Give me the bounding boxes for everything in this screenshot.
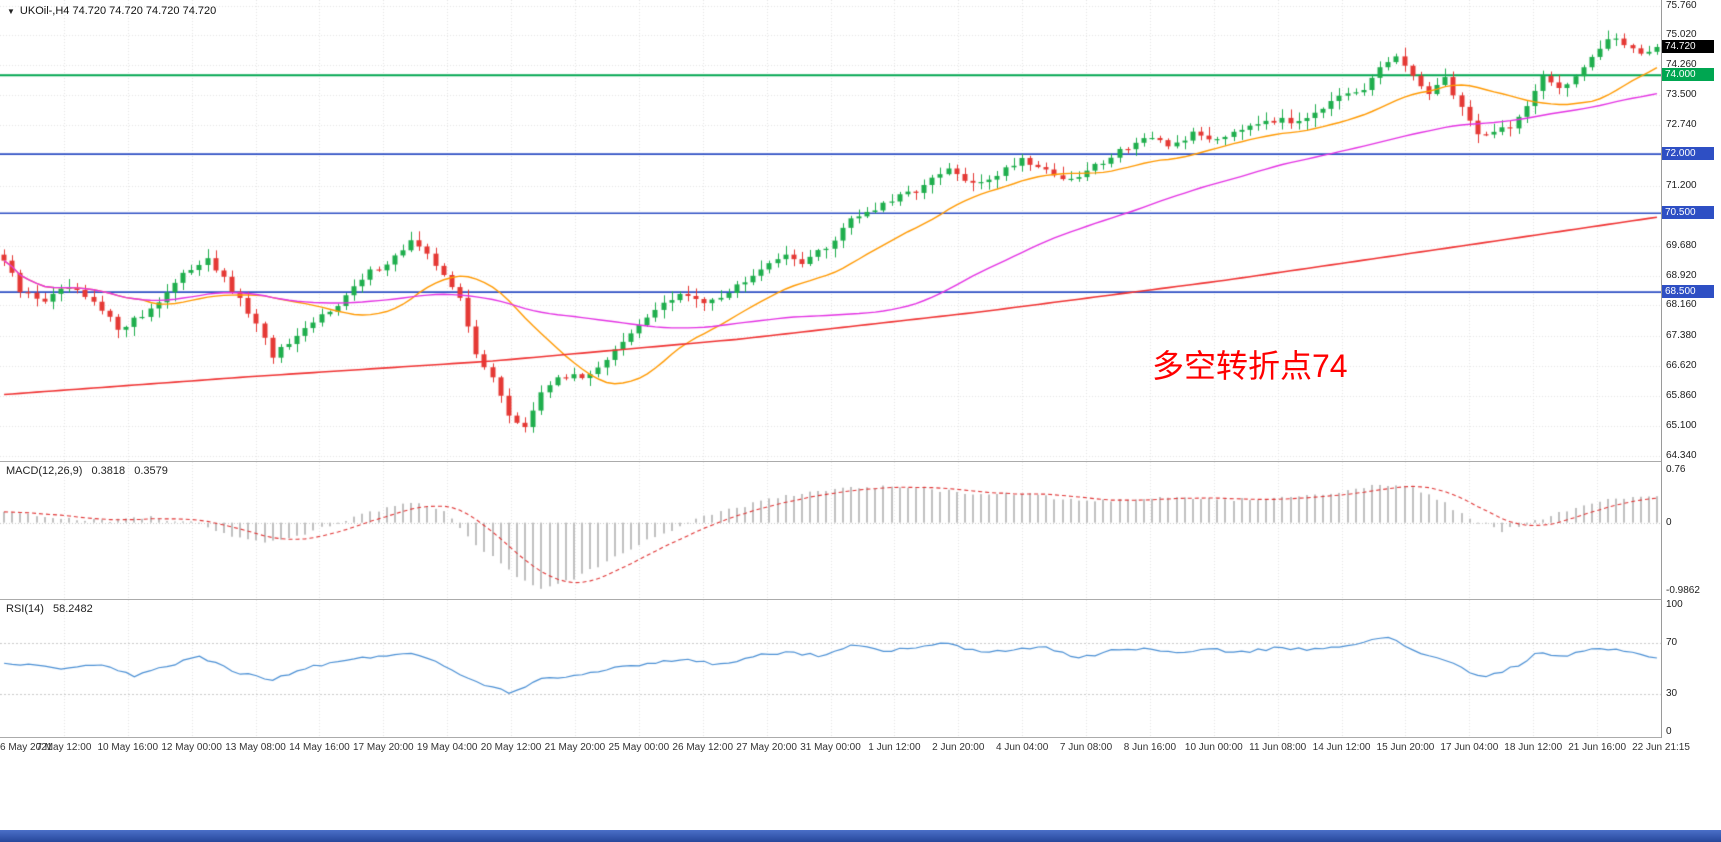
time-axis[interactable]: 6 May 2021 7 May 12:00 10 May 16:00 12 May …	[0, 738, 1721, 760]
price-tick-label: 64.340	[1666, 450, 1697, 461]
symbol-ohlc-label: UKOil-,H4 74.720 74.720 74.720 74.720	[19, 5, 217, 17]
price-level-badge: 74.720	[1662, 40, 1714, 53]
time-axis-label: 21 May 20:00	[544, 742, 606, 753]
time-axis-label: 6 May 2021	[0, 742, 53, 753]
time-axis-label: 27 May 20:00	[736, 742, 797, 753]
macd-title: MACD(12,26,9)	[6, 465, 83, 477]
panel-separator	[0, 461, 1721, 462]
rsi-title: RSI(14)	[6, 603, 44, 615]
time-axis-label: 11 Jun 08:00	[1249, 742, 1307, 753]
time-axis-label: 13 May 08:00	[225, 742, 286, 753]
macd-signal-value: 0.3579	[134, 465, 168, 477]
price-tick-label: 75.760	[1666, 0, 1697, 11]
rsi-value: 58.2482	[52, 603, 93, 615]
time-axis-label: 25 May 00:00	[608, 742, 670, 753]
price-tick-label: 69.680	[1666, 240, 1697, 251]
rsi-axis-label: 70	[1666, 637, 1678, 648]
time-axis-label: 20 May 12:00	[480, 742, 542, 753]
time-axis-label: 17 May 20:00	[352, 742, 414, 753]
price-tick-label: 68.920	[1666, 270, 1697, 281]
rsi-indicator-canvas[interactable]	[0, 600, 1661, 737]
time-axis-label: 14 Jun 12:00	[1312, 742, 1371, 753]
price-tick-label: 75.020	[1666, 29, 1697, 40]
macd-axis-label: 0.76	[1666, 464, 1686, 475]
macd-panel-label: MACD(12,26,9) 0.3818 0.3579	[6, 465, 174, 477]
chart-header: ▼ UKOil-,H4 74.720 74.720 74.720 74.720	[7, 5, 216, 17]
panel-separator	[0, 599, 1721, 600]
time-axis-label: 15 Jun 20:00	[1376, 742, 1435, 753]
time-axis-label: 8 Jun 16:00	[1123, 742, 1177, 753]
time-axis-label: 31 May 00:00	[800, 742, 861, 753]
rsi-panel-label: RSI(14) 58.2482	[6, 603, 99, 615]
chevron-down-icon[interactable]: ▼	[7, 6, 15, 16]
macd-value: 0.3818	[91, 465, 126, 477]
rsi-axis-label: 0	[1666, 726, 1672, 737]
time-axis-label: 12 May 00:00	[161, 742, 222, 753]
chart-annotation: 多空转折点74	[1152, 348, 1348, 384]
time-axis-label: 10 May 16:00	[97, 742, 159, 753]
macd-axis-label: 0	[1666, 517, 1672, 528]
rsi-axis-label: 100	[1666, 599, 1683, 610]
time-axis-label: 22 Jun 21:15	[1632, 742, 1690, 753]
time-axis-label: 7 May 12:00	[36, 742, 92, 753]
price-level-badge: 74.000	[1662, 68, 1714, 81]
price-tick-label: 74.260	[1666, 59, 1697, 70]
price-tick-label: 71.200	[1666, 180, 1697, 191]
price-tick-label: 72.740	[1666, 119, 1697, 130]
price-tick-label: 65.860	[1666, 390, 1697, 401]
time-axis-label: 4 Jun 04:00	[996, 742, 1049, 753]
time-axis-label: 2 Jun 20:00	[932, 742, 985, 753]
price-tick-label: 73.500	[1666, 89, 1697, 100]
time-axis-label: 19 May 04:00	[416, 742, 478, 753]
time-axis-label: 17 Jun 04:00	[1440, 742, 1499, 753]
panel-separator	[0, 737, 1721, 738]
macd-indicator-canvas[interactable]	[0, 462, 1661, 599]
time-axis-label: 26 May 12:00	[672, 742, 734, 753]
price-level-badge: 68.500	[1662, 285, 1714, 298]
price-chart-canvas[interactable]	[0, 0, 1661, 461]
time-axis-label: 7 Jun 08:00	[1059, 742, 1113, 753]
price-level-badge: 70.500	[1662, 206, 1714, 219]
time-axis-label: 1 Jun 12:00	[868, 742, 921, 753]
rsi-axis-label: 30	[1666, 688, 1678, 699]
price-tick-label: 68.160	[1666, 299, 1697, 310]
taskbar[interactable]	[0, 830, 1721, 842]
price-tick-label: 67.380	[1666, 330, 1697, 341]
time-axis-label: 10 Jun 00:00	[1184, 742, 1243, 753]
price-axis[interactable]: 75.760 75.020 74.260 73.500 72.740 71.200 69.6…	[1661, 0, 1721, 738]
time-axis-label: 18 Jun 12:00	[1504, 742, 1563, 753]
time-axis-label: 14 May 16:00	[289, 742, 350, 753]
price-tick-label: 65.100	[1666, 420, 1697, 431]
time-axis-label: 21 Jun 16:00	[1568, 742, 1627, 753]
price-tick-label: 66.620	[1666, 360, 1697, 371]
macd-axis-label: -0.9862	[1666, 585, 1700, 596]
price-level-badge: 72.000	[1662, 147, 1714, 160]
